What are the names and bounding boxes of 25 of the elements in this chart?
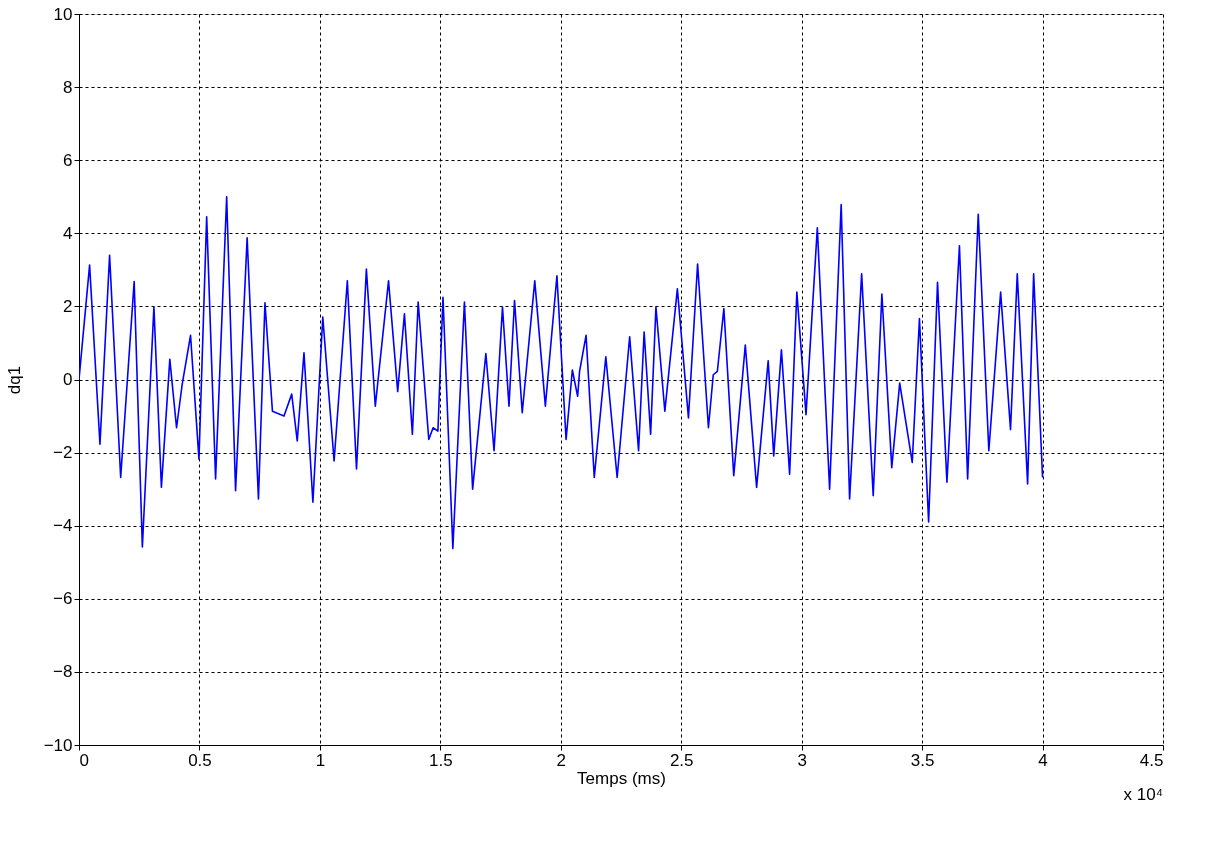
x-tick-label: 3: [797, 750, 807, 770]
y-tick-label: 8: [63, 77, 73, 97]
y-tick-label: −4: [53, 516, 73, 536]
line-series: [79, 195, 1044, 550]
x-tick-label: 0: [79, 750, 89, 770]
x-axis-title: Temps (ms): [577, 768, 666, 788]
text: x 10⁴: [1123, 785, 1163, 804]
y-tick-label: 6: [63, 150, 73, 170]
x-tick-label: 1.5: [429, 750, 453, 770]
y-tick-label: −2: [53, 443, 73, 463]
y-tick-label: −6: [53, 589, 73, 609]
y-tick-label: −8: [53, 662, 73, 682]
x-tick-label: 4: [1038, 750, 1048, 770]
y-axis-title: dq1: [4, 365, 24, 395]
x-tick-label: 4.5: [1139, 750, 1164, 770]
y-tick-label: 4: [63, 223, 73, 243]
y-tick-label: 0: [63, 370, 73, 389]
y-tick-label: −10: [43, 735, 73, 755]
x-tick-label: 1: [315, 750, 326, 770]
x-tick-label: 0.5: [188, 750, 212, 770]
x-tick-label: 3.5: [910, 750, 935, 770]
y-tick-label: 10: [53, 4, 73, 24]
x-tick-label: 2.5: [669, 750, 694, 770]
y-tick-label: 2: [63, 296, 73, 316]
x-tick-label: 2: [556, 750, 567, 770]
